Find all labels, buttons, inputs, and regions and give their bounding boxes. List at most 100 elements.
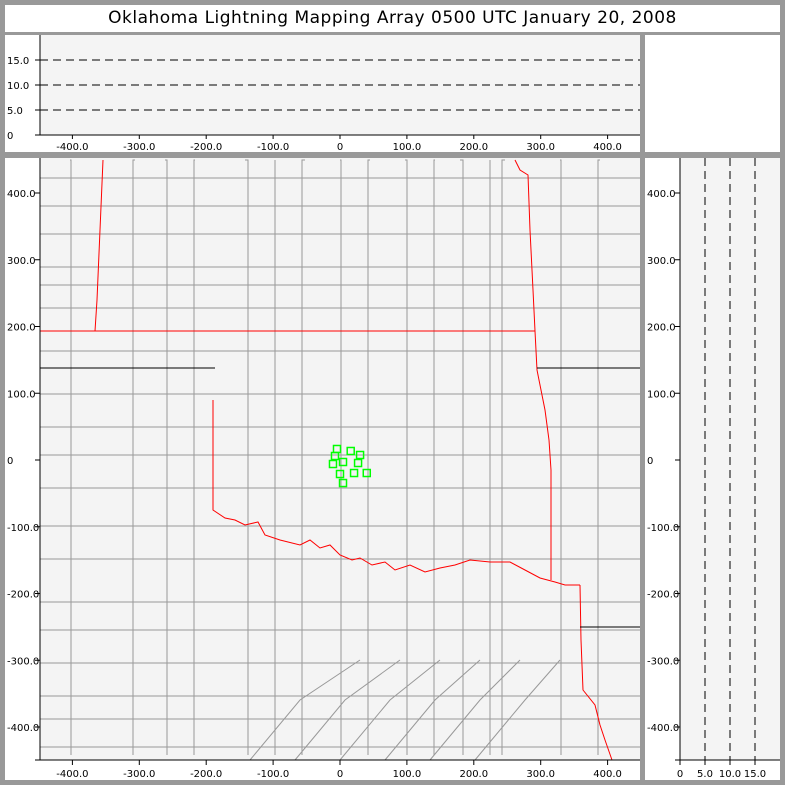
- y-tick-label: 400.0: [7, 189, 36, 200]
- y-tick-label: 100.0: [647, 389, 676, 400]
- plan-view-map-panel: 400.0 300.0 200.0 100.0 0 -100.0 -200.0 -300.0 -…: [5, 158, 640, 780]
- county-boundary: [39, 487, 640, 490]
- y-tick-label: 200.0: [647, 323, 676, 334]
- y-tick-label: -300.0: [7, 656, 39, 667]
- x-tick-label: 0: [337, 142, 343, 152]
- north-vs-altitude-panel: 400.0 300.0 200.0 100.0 0 -100.0 -200.0 -300.0 -…: [645, 158, 780, 780]
- altitude-vs-east-plot: 0 5.0 10.0 15.0 -400.0 -300.0 -200.0 -100.0 0 100…: [7, 35, 640, 153]
- county-boundary: [39, 350, 640, 352]
- county-boundary: [367, 159, 370, 755]
- county-boundary: [597, 159, 600, 755]
- x-tick-label: 400.0: [593, 769, 622, 780]
- lightning-source-marker: [355, 450, 365, 460]
- z-tick-label: 10.0: [7, 81, 29, 92]
- z-tick-label: 0: [7, 131, 13, 142]
- county-boundary: [132, 159, 135, 755]
- lightning-source-marker: [362, 468, 372, 478]
- x-tick-label: 300.0: [526, 142, 555, 152]
- county-boundary: [429, 659, 521, 761]
- lightning-source-marker: [353, 458, 363, 468]
- x-tick-label: 400.0: [593, 142, 622, 152]
- x-tick-label: 200.0: [459, 769, 488, 780]
- z-tick-label: 5.0: [697, 769, 713, 780]
- lightning-source-marker: [328, 459, 338, 469]
- county-boundary: [560, 159, 562, 755]
- county-boundary: [70, 159, 72, 755]
- y-tick-label: -300.0: [647, 656, 679, 667]
- y-tick-label: -100.0: [7, 523, 39, 534]
- z-tick-label: 15.0: [7, 56, 29, 67]
- county-boundary: [340, 159, 342, 755]
- x-tick-label: -200.0: [190, 769, 222, 780]
- x-tick-label: -200.0: [190, 142, 222, 152]
- x-tick-label: 100.0: [393, 142, 422, 152]
- plot-title: Oklahoma Lightning Mapping Array 0500 UT…: [5, 5, 780, 32]
- y-tick-label: -200.0: [647, 590, 679, 601]
- county-boundary: [301, 159, 305, 755]
- county-boundary: [39, 233, 640, 235]
- lightning-source-marker: [335, 469, 345, 479]
- county-boundary: [39, 662, 640, 665]
- x-tick-label: -400.0: [56, 769, 88, 780]
- county-boundary: [39, 177, 640, 180]
- county-boundary: [245, 159, 249, 755]
- x-tick-label: -100.0: [257, 142, 289, 152]
- x-tick-label: -400.0: [56, 142, 88, 152]
- y-tick-label: 400.0: [647, 189, 676, 200]
- county-boundary: [339, 659, 441, 761]
- y-tick-label: 200.0: [7, 323, 36, 334]
- lightning-source-marker: [346, 446, 355, 456]
- lightning-source-marker: [349, 468, 359, 478]
- z-tick-label: 5.0: [7, 106, 23, 117]
- plan-view-map: 400.0 300.0 200.0 100.0 0 -100.0 -200.0 -300.0 -…: [7, 158, 640, 780]
- county-boundary: [39, 745, 640, 748]
- altitude-vs-east-panel: 0 5.0 10.0 15.0 -400.0 -300.0 -200.0 -100.0 0 100…: [5, 35, 640, 153]
- x-tick-label: 0: [337, 769, 343, 780]
- county-boundary: [501, 159, 505, 755]
- y-tick-label: 300.0: [7, 256, 36, 267]
- county-boundary: [433, 159, 435, 755]
- county-boundary: [39, 695, 640, 697]
- lightning-source-marker: [338, 457, 348, 467]
- lightning-source-marker: [330, 451, 340, 461]
- county-boundary: [39, 205, 640, 207]
- x-tick-label: 200.0: [459, 142, 488, 152]
- state-border-texas-arkansas: [579, 584, 613, 761]
- county-boundary: [39, 393, 640, 395]
- county-boundary: [460, 159, 464, 755]
- county-boundary: [39, 558, 640, 560]
- y-tick-label: -400.0: [7, 723, 39, 734]
- z-tick-label: 15.0: [744, 769, 766, 780]
- x-tick-label: 100.0: [393, 769, 422, 780]
- county-boundary: [249, 659, 361, 761]
- lightning-source-marker: [338, 478, 348, 488]
- y-tick-label: -200.0: [7, 590, 39, 601]
- county-boundary: [39, 425, 640, 428]
- y-tick-label: 0: [7, 456, 13, 467]
- north-vs-altitude-plot: 400.0 300.0 200.0 100.0 0 -100.0 -200.0 -300.0 -…: [647, 158, 780, 780]
- county-boundary: [474, 659, 561, 761]
- y-tick-label: 0: [647, 456, 653, 467]
- county-boundary: [193, 159, 195, 755]
- z-tick-label: 10.0: [719, 769, 741, 780]
- county-boundary: [39, 525, 640, 527]
- county-boundary: [384, 659, 481, 761]
- z-tick-label: 0: [677, 769, 683, 780]
- county-boundary: [39, 718, 640, 720]
- county-boundary: [405, 159, 408, 755]
- county-boundary: [165, 159, 168, 755]
- state-border-texas-panhandle: [94, 159, 104, 332]
- y-tick-label: 100.0: [7, 389, 36, 400]
- state-border-red-river: [212, 400, 580, 586]
- county-boundary: [39, 265, 640, 268]
- state-border-oklahoma-east: [514, 159, 552, 580]
- county-boundary: [294, 659, 401, 761]
- y-tick-label: 300.0: [647, 256, 676, 267]
- y-tick-label: -100.0: [647, 523, 679, 534]
- x-tick-label: -300.0: [123, 142, 155, 152]
- county-boundary: [39, 307, 640, 310]
- x-tick-label: -300.0: [123, 769, 155, 780]
- map-layer: 400.0 300.0 200.0 100.0 0 -100.0 -200.0 -300.0 -…: [7, 158, 640, 780]
- county-boundary: [39, 600, 640, 603]
- y-tick-label: -400.0: [647, 723, 679, 734]
